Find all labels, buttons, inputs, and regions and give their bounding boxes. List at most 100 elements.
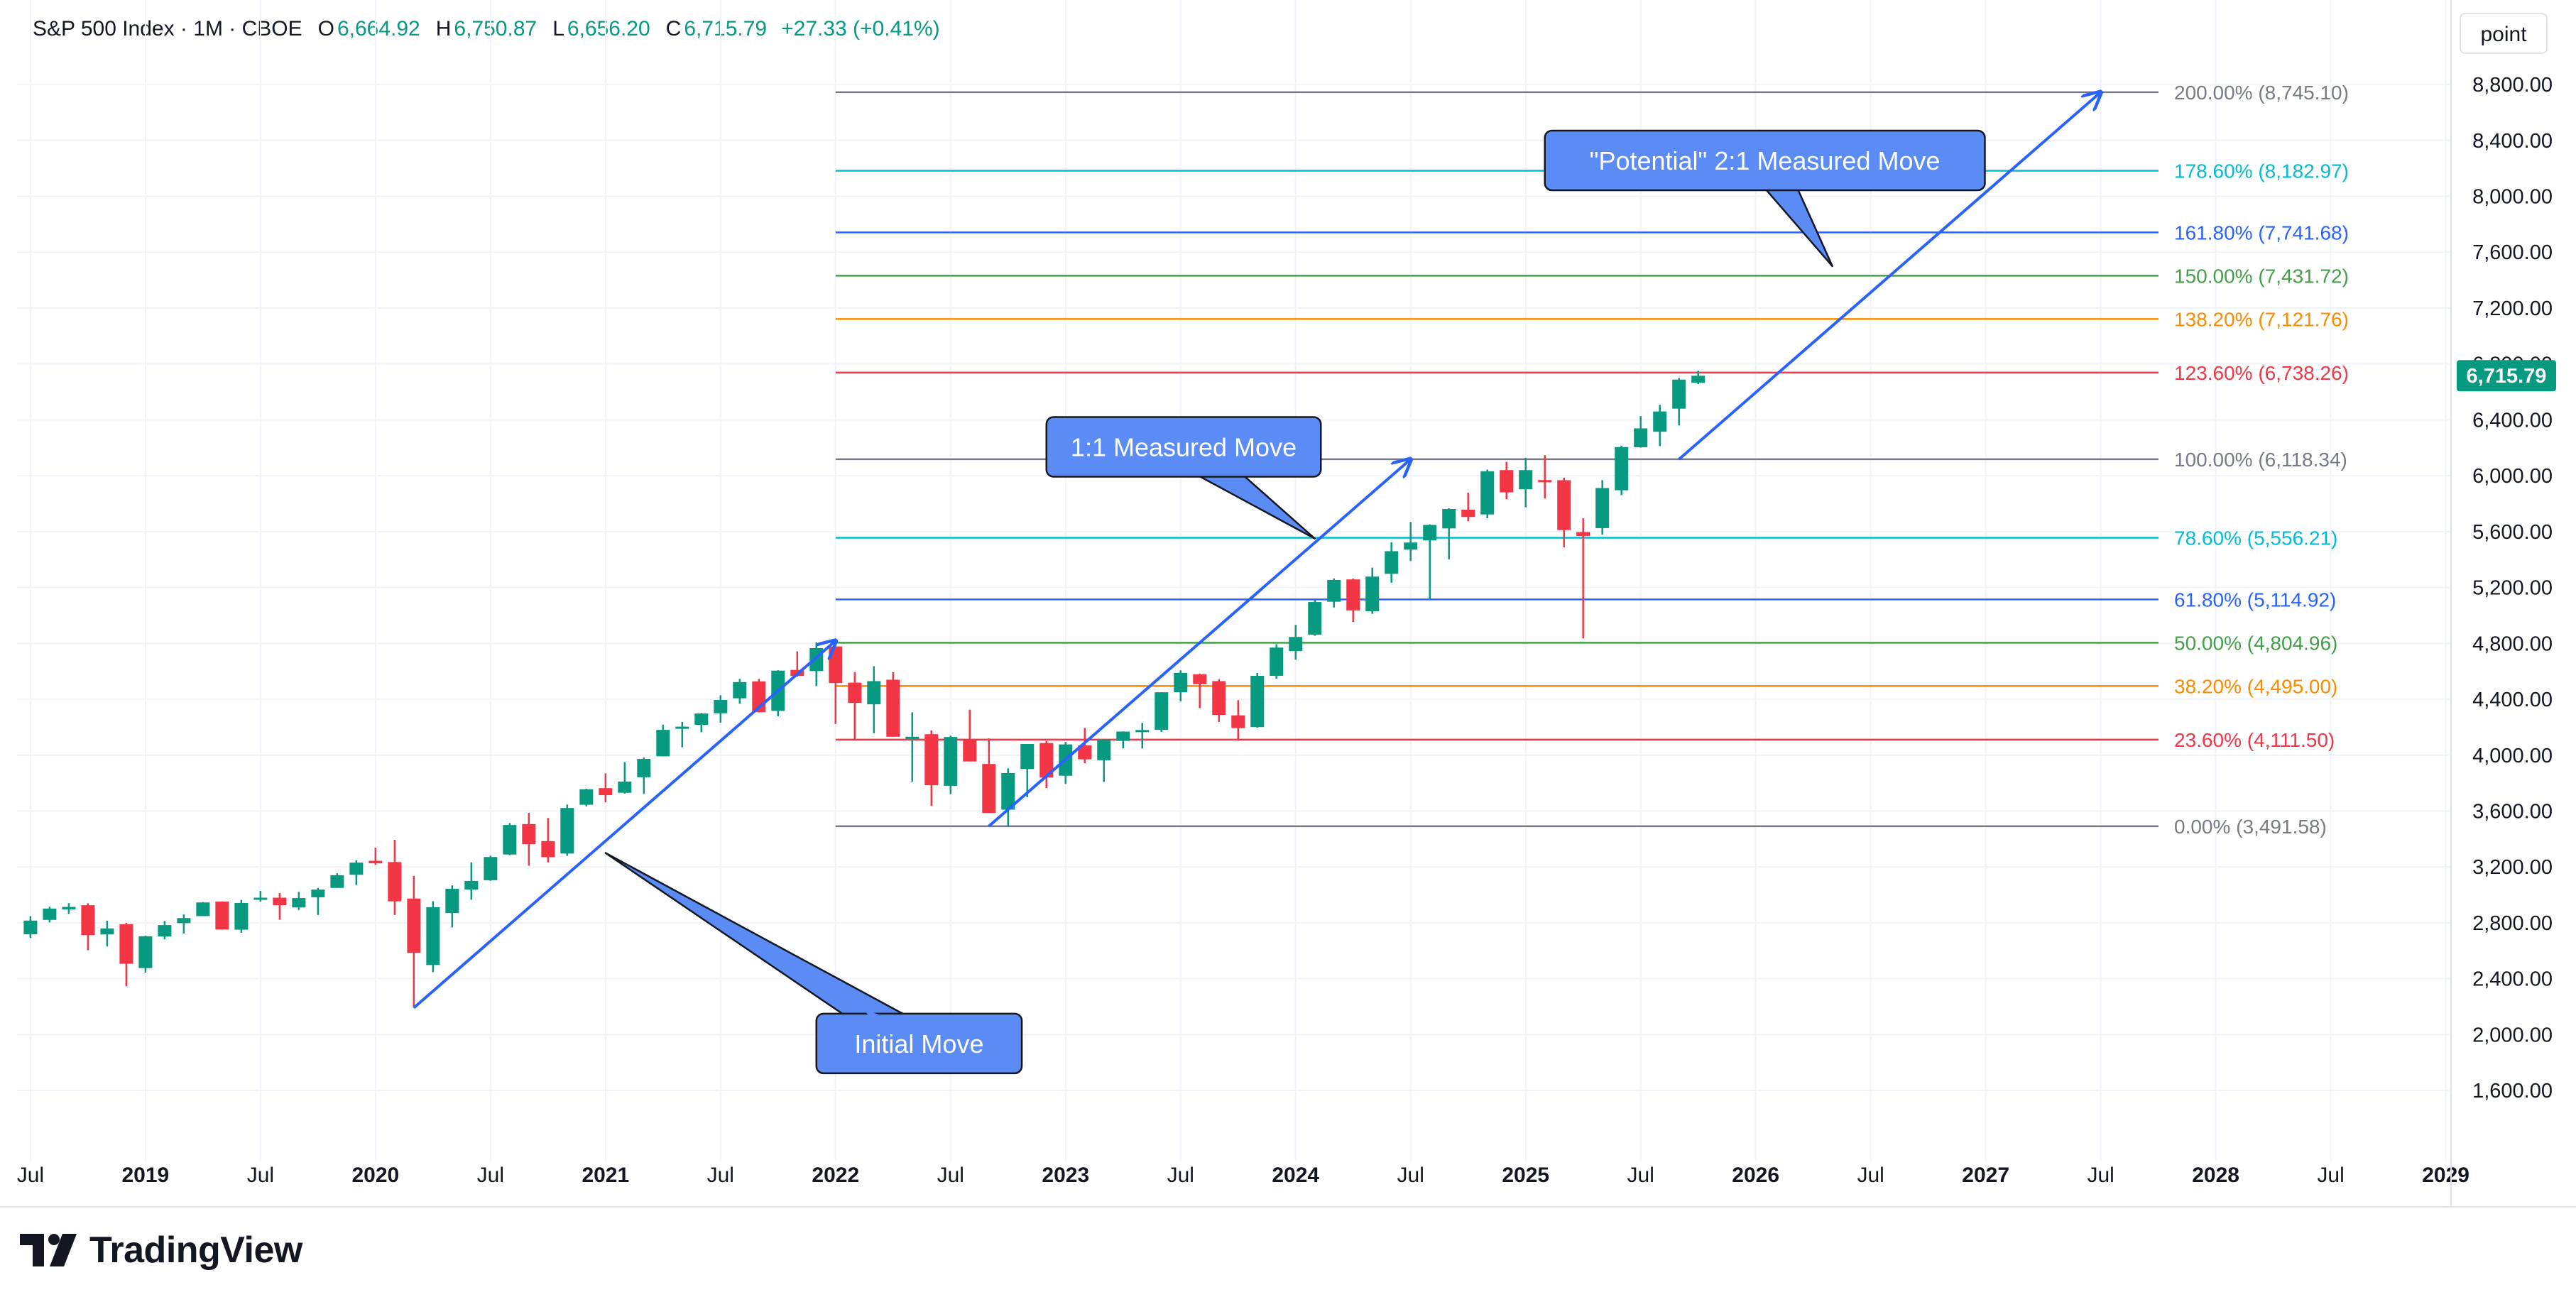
candle-body <box>905 736 919 739</box>
candle-body <box>464 880 479 890</box>
candle-body <box>1538 480 1552 483</box>
candle-body <box>733 682 747 699</box>
candle-body <box>1212 681 1226 716</box>
candle-body <box>349 863 364 875</box>
fib-level-label: 138.20% (7,121.76) <box>2174 308 2349 330</box>
candle-body <box>62 907 76 910</box>
measured-move-1-1-callout-joint <box>1174 434 1208 464</box>
x-tick-label: 2020 <box>351 1164 399 1187</box>
initial-move-arrow <box>413 641 836 1009</box>
candle-body <box>848 682 862 704</box>
candle-body <box>388 862 402 902</box>
candle-body <box>1519 470 1533 490</box>
low-value: 6,656.20 <box>567 17 650 40</box>
x-tick-label: Jul <box>477 1164 504 1187</box>
last-price-badge <box>2457 360 2556 392</box>
x-tick-label: 2027 <box>1962 1164 2009 1187</box>
x-tick-label: Jul <box>707 1164 734 1187</box>
candle-body <box>1480 471 1495 515</box>
close-label: C <box>665 17 682 40</box>
chart-legend: S&P 500 Index · 1M · CBOE O 6,664.92 H 6,7… <box>33 17 940 41</box>
candle-body <box>1001 772 1015 810</box>
x-tick-label: Jul <box>937 1164 964 1187</box>
candle-body <box>1634 428 1648 447</box>
candle-body <box>1155 692 1169 730</box>
x-tick-label: Jul <box>1397 1164 1424 1187</box>
candle-body <box>599 788 613 796</box>
candle-body <box>1270 647 1284 676</box>
open-value: 6,664.92 <box>337 17 420 40</box>
x-tick-label: Jul <box>1857 1164 1884 1187</box>
candle-body <box>1691 376 1705 383</box>
candle-body <box>1193 674 1207 684</box>
candle-body <box>311 890 325 897</box>
candle-body <box>675 726 689 729</box>
candle-body <box>81 905 95 936</box>
fib-level-label: 78.60% (5,556.21) <box>2174 527 2337 549</box>
potential-2-1-callout-joint <box>1751 152 1779 180</box>
high-label: H <box>435 17 452 40</box>
candle-body <box>23 920 38 935</box>
candle-body <box>1423 525 1437 541</box>
candle-body <box>579 789 594 805</box>
candle-body <box>215 902 229 930</box>
y-tick-label: 6,400.00 <box>2472 409 2553 432</box>
candle-body <box>1289 637 1303 652</box>
candle-body <box>1595 488 1610 528</box>
fib-level-label: 161.80% (7,741.68) <box>2174 221 2349 243</box>
candle-body <box>1097 740 1111 760</box>
candle-body <box>886 679 900 737</box>
x-tick-label: 2024 <box>1272 1164 1319 1187</box>
candle-body <box>503 825 517 855</box>
candle-body <box>522 823 536 845</box>
candle-body <box>138 936 153 968</box>
candle-body <box>1174 672 1188 693</box>
candle-body <box>1653 411 1667 432</box>
measured-move-1-1-callout-text: 1:1 Measured Move <box>1071 432 1297 461</box>
x-tick-label: Jul <box>17 1164 44 1187</box>
candle-body <box>100 928 114 935</box>
y-tick-label: 4,000.00 <box>2472 745 2553 767</box>
y-tick-label: 7,200.00 <box>2472 297 2553 320</box>
y-tick-label: 3,600.00 <box>2472 800 2553 823</box>
y-tick-label: 8,000.00 <box>2472 185 2553 208</box>
candle-body <box>1365 576 1380 612</box>
fib-retracement[interactable]: 200.00% (8,745.10) 178.60% (8,182.97) 161.… <box>835 82 2349 838</box>
axes: 1,600.00 2,000.00 2,400.00 2,800.00 3,200.00… <box>0 0 2576 1208</box>
tradingview-logo[interactable]: TradingView <box>20 1227 302 1274</box>
fib-level-label: 150.00% (7,431.72) <box>2174 265 2349 287</box>
initial-move-callout-joint <box>862 1009 927 1057</box>
y-tick-label: 8,400.00 <box>2472 130 2553 153</box>
candle-body <box>330 875 344 888</box>
price-unit-button[interactable]: point <box>2460 13 2548 54</box>
candle-body <box>253 897 268 900</box>
candle-body <box>1442 508 1456 529</box>
candle-body <box>1020 744 1035 770</box>
candle-body <box>1500 470 1514 493</box>
candle-body <box>1135 730 1150 733</box>
x-tick-label: 2025 <box>1502 1164 1549 1187</box>
potential-2-1-callout-text: "Potential" 2:1 Measured Move <box>1590 146 1941 175</box>
y-tick-label: 6,000.00 <box>2472 465 2553 488</box>
tradingview-logo-icon <box>20 1234 77 1266</box>
y-tick-label: 1,600.00 <box>2472 1080 2553 1102</box>
x-tick-label: Jul <box>2317 1164 2344 1187</box>
x-tick-label: 2021 <box>582 1164 629 1187</box>
x-tick-label: Jul <box>2087 1164 2114 1187</box>
fib-level-label: 50.00% (4,804.96) <box>2174 632 2337 654</box>
callouts[interactable]: Initial Move 1:1 Measured Move "Potential"… <box>604 129 1986 1075</box>
arrows[interactable] <box>413 92 2101 1009</box>
x-tick-label: Jul <box>1167 1164 1194 1187</box>
candle-body <box>1327 579 1341 602</box>
high-value: 6,750.87 <box>454 17 537 40</box>
initial-move-callout-text: Initial Move <box>854 1029 983 1058</box>
measured-move-1-1-arrow <box>988 459 1411 828</box>
x-tick-label: 2022 <box>812 1164 859 1187</box>
fib-level-label: 178.60% (8,182.97) <box>2174 160 2349 182</box>
measured-move-2-1-arrow <box>1678 92 2101 461</box>
candle-body <box>1385 551 1399 574</box>
symbol-title: S&P 500 Index · 1M · CBOE <box>33 17 302 40</box>
candle-body <box>1116 731 1130 741</box>
candle-body <box>273 897 287 906</box>
